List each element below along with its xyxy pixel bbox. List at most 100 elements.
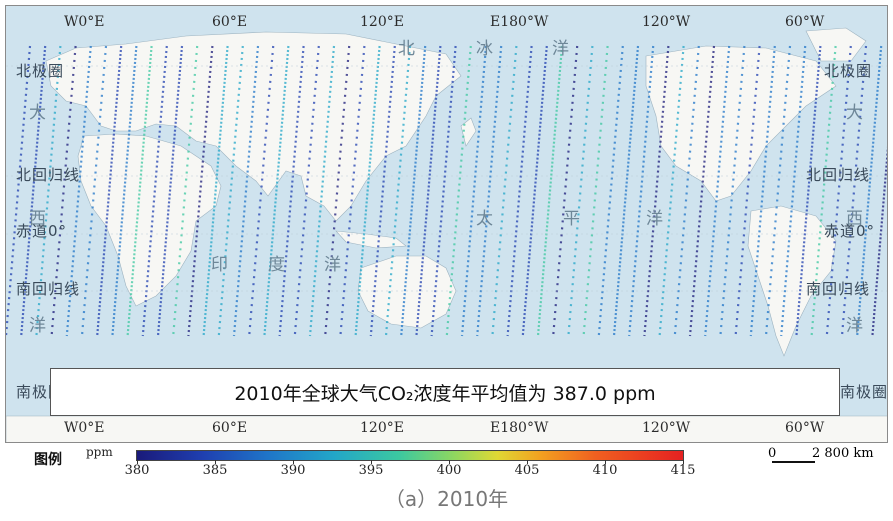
legend-unit: ppm	[86, 445, 113, 459]
south-america	[747, 205, 837, 357]
colorbar-tick	[371, 460, 372, 464]
ocean-arctic-char-3: 洋	[552, 39, 569, 59]
satellite-track	[460, 45, 488, 337]
colorbar-tick-label: 400	[436, 463, 462, 478]
satellite-track	[445, 45, 472, 337]
satellite-track	[111, 45, 138, 337]
figure-caption: （a）2010年	[384, 487, 509, 511]
satellite-track	[658, 45, 685, 337]
satellite-track	[400, 45, 427, 337]
lon-label-bottom-120e: 120°E	[360, 420, 404, 436]
map-title-box: 2010年全球大气CO₂浓度年平均值为 387.0 ppm	[50, 368, 840, 416]
satellite-track	[856, 45, 883, 337]
colorbar-tick-label: 415	[670, 463, 696, 478]
colorbar-tick-label: 380	[124, 463, 150, 478]
colorbar-tick	[683, 460, 684, 464]
graticule	[6, 65, 887, 292]
satellite-track	[415, 45, 442, 337]
antarctica	[6, 415, 887, 442]
lat-label-right-tropic-cancer: 北回归线	[806, 166, 871, 184]
satellite-track	[780, 45, 807, 337]
satellite-track	[156, 45, 184, 337]
lat-label-right-arctic: 北极圈	[824, 62, 873, 80]
lat-label-right-tropic-capricorn: 南回归线	[806, 280, 871, 298]
colorbar-tick-label: 395	[358, 463, 384, 478]
ocean-indian-char-2: 度	[268, 255, 285, 275]
satellite-track	[369, 45, 396, 337]
ocean-pacific-char-3: 洋	[646, 209, 663, 229]
ocean-atlantic-right-char-1: 大	[846, 103, 863, 123]
satellite-track	[96, 45, 123, 337]
ocean-atlantic-left-char-2: 西	[29, 209, 46, 229]
ocean-pacific-char-2: 平	[563, 209, 580, 229]
lat-label-right-equator: 赤道0°	[824, 222, 876, 240]
satellite-track	[704, 45, 731, 337]
lat-label-left-equator: 赤道0°	[16, 222, 68, 240]
satellite-track	[688, 45, 716, 337]
lon-label-top-60w: 60°W	[785, 14, 825, 30]
ocean-indian-char-1: 印	[211, 255, 228, 275]
legend-label: 图例	[34, 452, 62, 468]
scale-zero-label: 0	[768, 446, 777, 461]
colorbar-tick-label: 390	[280, 463, 306, 478]
satellite-track	[35, 45, 62, 337]
satellite-track	[65, 45, 92, 337]
greenland	[805, 27, 867, 62]
ocean-atlantic-left-char-3: 洋	[29, 316, 46, 336]
lon-label-bottom-180: E180°W	[490, 420, 549, 436]
satellite-track	[597, 45, 624, 337]
satellite-track	[6, 45, 32, 337]
satellite-track	[628, 45, 655, 337]
lon-label-top-60e: 60°E	[212, 14, 248, 30]
satellite-track	[202, 45, 229, 337]
colorbar	[136, 450, 684, 461]
lat-label-left-tropic-capricorn: 南回归线	[16, 280, 81, 298]
satellite-track	[232, 45, 260, 337]
colorbar-tick	[605, 460, 606, 464]
ocean-arctic-char-2: 冰	[476, 39, 493, 59]
colorbar-tick	[527, 460, 528, 464]
colorbar-tick-label: 410	[592, 463, 618, 478]
ocean-atlantic-right-char-3: 洋	[846, 316, 863, 336]
ocean-arctic-char-1: 北	[398, 39, 415, 59]
lon-label-top-120w: 120°W	[642, 14, 691, 30]
lon-label-top-0: W0°E	[64, 14, 105, 30]
satellite-track	[187, 45, 214, 337]
colorbar-tick	[137, 460, 138, 464]
lon-label-bottom-60w: 60°W	[785, 420, 825, 436]
lat-label-left-arctic: 北极圈	[16, 62, 65, 80]
satellite-track	[20, 45, 47, 337]
north-america	[645, 45, 837, 202]
lon-label-bottom-60e: 60°E	[212, 420, 248, 436]
satellite-track	[384, 45, 412, 337]
scale-distance-label: 2 800 km	[812, 446, 874, 461]
satellite-track	[278, 45, 305, 337]
africa	[77, 133, 222, 307]
australia	[357, 255, 457, 329]
satellite-track	[126, 45, 153, 337]
satellite-track	[749, 45, 776, 337]
legend: 图例 ppm 380 385 390 395 400 405 410 415 0 2 800 …	[0, 443, 893, 478]
lat-label-right-antarctic: 南极圈	[840, 383, 888, 401]
satellite-track	[506, 45, 533, 337]
satellite-track	[536, 45, 564, 337]
satellite-track	[643, 45, 670, 337]
colorbar-tick-label: 385	[202, 463, 228, 478]
satellite-track	[308, 45, 336, 337]
colorbar-tick	[215, 460, 216, 464]
satellite-track	[871, 146, 887, 337]
satellite-track	[430, 45, 457, 337]
ocean-atlantic-left-char-1: 大	[29, 103, 46, 123]
satellite-track	[217, 45, 244, 337]
colorbar-tick-label: 405	[514, 463, 540, 478]
colorbar-tick	[293, 460, 294, 464]
scale-bar	[772, 461, 815, 463]
satellite-track	[810, 45, 837, 337]
ocean-pacific-char-1: 太	[476, 209, 493, 229]
satellite-tracks	[6, 45, 887, 337]
satellite-track	[795, 45, 822, 337]
lon-label-top-120e: 120°E	[360, 14, 404, 30]
satellite-track	[476, 45, 503, 337]
colorbar-tick	[449, 460, 450, 464]
satellite-track	[612, 45, 640, 337]
